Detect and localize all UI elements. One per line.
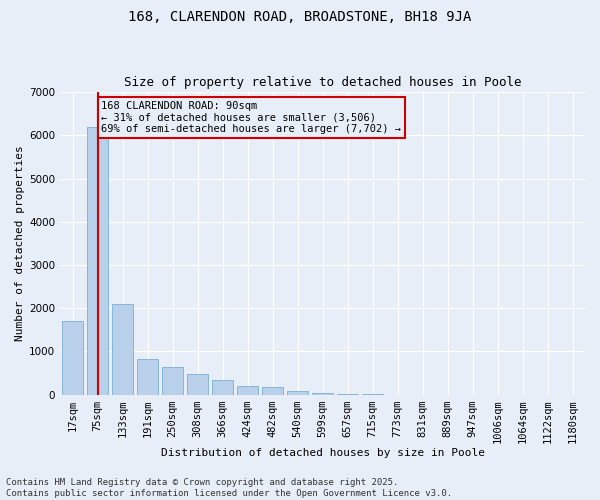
Title: Size of property relative to detached houses in Poole: Size of property relative to detached ho… (124, 76, 521, 90)
Bar (62, 321, 83, 394)
Bar (137, 360, 158, 394)
Bar (262, 388, 283, 394)
Text: 168 CLARENDON ROAD: 90sqm
← 31% of detached houses are smaller (3,506)
69% of se: 168 CLARENDON ROAD: 90sqm ← 31% of detac… (101, 100, 401, 134)
Bar (112, 304, 133, 394)
Bar (237, 386, 258, 394)
X-axis label: Distribution of detached houses by size in Poole: Distribution of detached houses by size … (161, 448, 485, 458)
Bar (87, 126, 108, 394)
Text: Contains HM Land Registry data © Crown copyright and database right 2025.
Contai: Contains HM Land Registry data © Crown c… (6, 478, 452, 498)
Text: 168, CLARENDON ROAD, BROADSTONE, BH18 9JA: 168, CLARENDON ROAD, BROADSTONE, BH18 9J… (128, 10, 472, 24)
Bar (187, 374, 208, 394)
Bar (312, 393, 333, 394)
Y-axis label: Number of detached properties: Number of detached properties (15, 146, 25, 342)
Bar (162, 366, 183, 394)
Bar (287, 391, 308, 394)
Bar (212, 380, 233, 394)
